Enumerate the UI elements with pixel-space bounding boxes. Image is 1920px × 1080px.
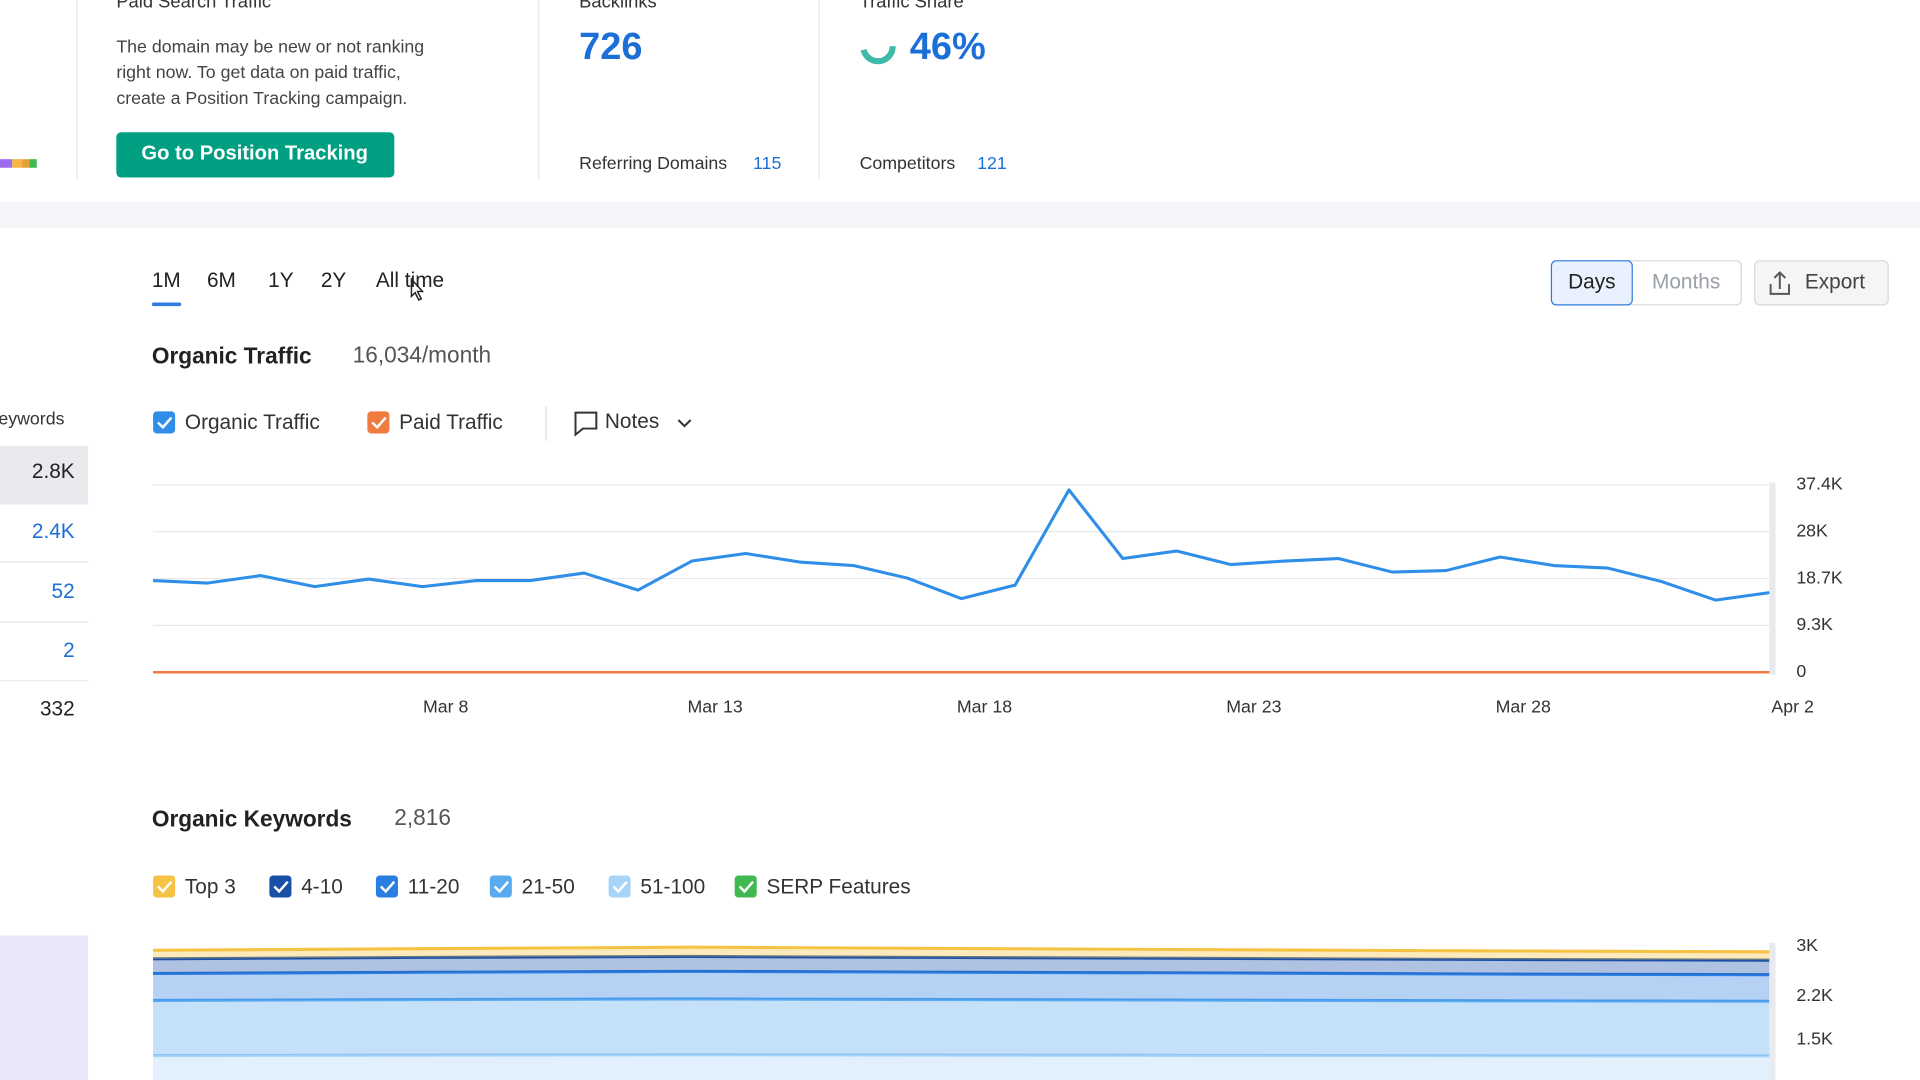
y-tick-label: 18.7K [1796, 567, 1843, 587]
color-bar [22, 159, 30, 168]
x-tick-label: Mar 13 [687, 696, 742, 716]
check-mark [371, 416, 387, 430]
color-bar [29, 159, 37, 168]
chart-subtitle: 2,816 [394, 804, 451, 830]
legend-label[interactable]: SERP Features [767, 875, 911, 898]
position-tracking-button[interactable] [116, 132, 395, 178]
sidebar-value: 2 [63, 639, 75, 662]
period-tab[interactable]: All time [376, 269, 444, 292]
period-tab[interactable]: 2Y [321, 269, 347, 292]
chart-panel [0, 227, 1920, 1080]
active-tab-underline [151, 302, 182, 307]
legend-checkbox [734, 875, 757, 898]
legend-label[interactable]: Top 3 [185, 875, 236, 898]
series-area [153, 998, 1770, 1056]
card-link[interactable]: 121 [977, 153, 1007, 173]
notes-label[interactable]: Notes [605, 410, 659, 433]
check-mark [157, 880, 173, 894]
check-mark [157, 416, 173, 430]
card-text: right now. To get data on paid traffic, [116, 62, 401, 82]
check-mark [738, 880, 754, 894]
sidebar-block [0, 935, 89, 1080]
card-title: Backlinks [579, 0, 657, 11]
color-bar [0, 159, 13, 168]
check-mark [612, 880, 628, 894]
series-line [153, 945, 1770, 954]
sidebar-value: 52 [52, 580, 75, 603]
x-tick-label: Apr 2 [1771, 696, 1813, 716]
chart-title: Organic Traffic [152, 343, 312, 369]
legend-label[interactable]: Paid Traffic [399, 411, 503, 434]
x-tick-label: Mar 28 [1496, 696, 1551, 716]
legend-label[interactable]: 51-100 [640, 875, 705, 898]
legend-label[interactable]: Organic Traffic [185, 411, 320, 434]
check-mark [493, 880, 510, 894]
sidebar-row-highlight [0, 445, 89, 505]
sidebar-value: 2.8K [32, 460, 75, 483]
sidebar-value: 2.4K [32, 520, 75, 543]
period-tab[interactable]: 6M [207, 269, 236, 292]
series-line [152, 488, 1770, 602]
sidebar-header: Keywords [0, 409, 65, 429]
y-tick-label: 9.3K [1796, 614, 1833, 634]
card-label: Referring Domains [579, 153, 727, 173]
export-icon [1769, 271, 1790, 295]
legend-checkbox [153, 875, 176, 898]
legend-checkbox [269, 875, 292, 898]
card-text: create a Position Tracking campaign. [116, 88, 407, 108]
chart-edge [1769, 942, 1776, 1080]
y-tick-label: 2.2K [1796, 985, 1833, 1005]
card-label: Competitors [860, 153, 956, 173]
card-title: Paid Search Traffic [116, 0, 271, 11]
series-line [153, 1053, 1770, 1058]
days-button[interactable] [1550, 260, 1633, 306]
button-label[interactable]: Go to Position Tracking [141, 143, 368, 165]
y-tick-label: 28K [1796, 520, 1828, 540]
card-value[interactable]: 46% [910, 26, 986, 68]
y-tick-label: 37.4K [1796, 474, 1843, 494]
chart-title: Organic Keywords [152, 805, 352, 831]
series-line [153, 969, 1770, 977]
legend-checkbox [608, 875, 631, 898]
cursor [410, 277, 425, 301]
y-tick-label: 0 [1796, 661, 1806, 681]
x-tick-label: Mar 18 [957, 696, 1012, 716]
legend-label[interactable]: 11-20 [408, 875, 460, 898]
legend-label[interactable]: 4-10 [301, 875, 343, 898]
x-tick-label: Mar 23 [1226, 696, 1281, 716]
share-donut [860, 28, 896, 65]
series-area [153, 956, 1770, 975]
period-tab[interactable]: 1Y [268, 269, 294, 292]
chart-edge [1769, 482, 1776, 675]
sidebar-value: 332 [40, 698, 75, 721]
card-title: Traffic Share [860, 0, 964, 11]
legend-checkbox [489, 875, 512, 898]
color-bar [12, 159, 23, 168]
toggle-label[interactable]: Months [1652, 270, 1720, 293]
period-tab[interactable]: 1M [152, 269, 181, 292]
legend-checkbox [153, 411, 176, 434]
series-area [153, 971, 1770, 1002]
x-tick-label: Mar 8 [423, 696, 469, 716]
y-tick-label: 1.5K [1796, 1028, 1833, 1048]
toggle-label[interactable]: Days [1568, 270, 1615, 293]
chevron [677, 419, 692, 428]
card-text: The domain may be new or not ranking [116, 36, 424, 56]
series-area [153, 1054, 1770, 1080]
card-value[interactable]: 726 [579, 26, 642, 68]
legend-checkbox [375, 875, 398, 898]
card-link[interactable]: 115 [753, 153, 781, 173]
series-line [153, 997, 1770, 1003]
chart-subtitle: 16,034/month [353, 341, 491, 367]
series-line [153, 954, 1770, 962]
legend-checkbox [367, 411, 390, 434]
notes-icon [574, 411, 598, 437]
check-mark [273, 880, 289, 894]
export-label[interactable]: Export [1805, 270, 1865, 293]
legend-label[interactable]: 21-50 [522, 875, 575, 898]
y-tick-label: 3K [1796, 935, 1818, 955]
check-mark [379, 880, 396, 894]
